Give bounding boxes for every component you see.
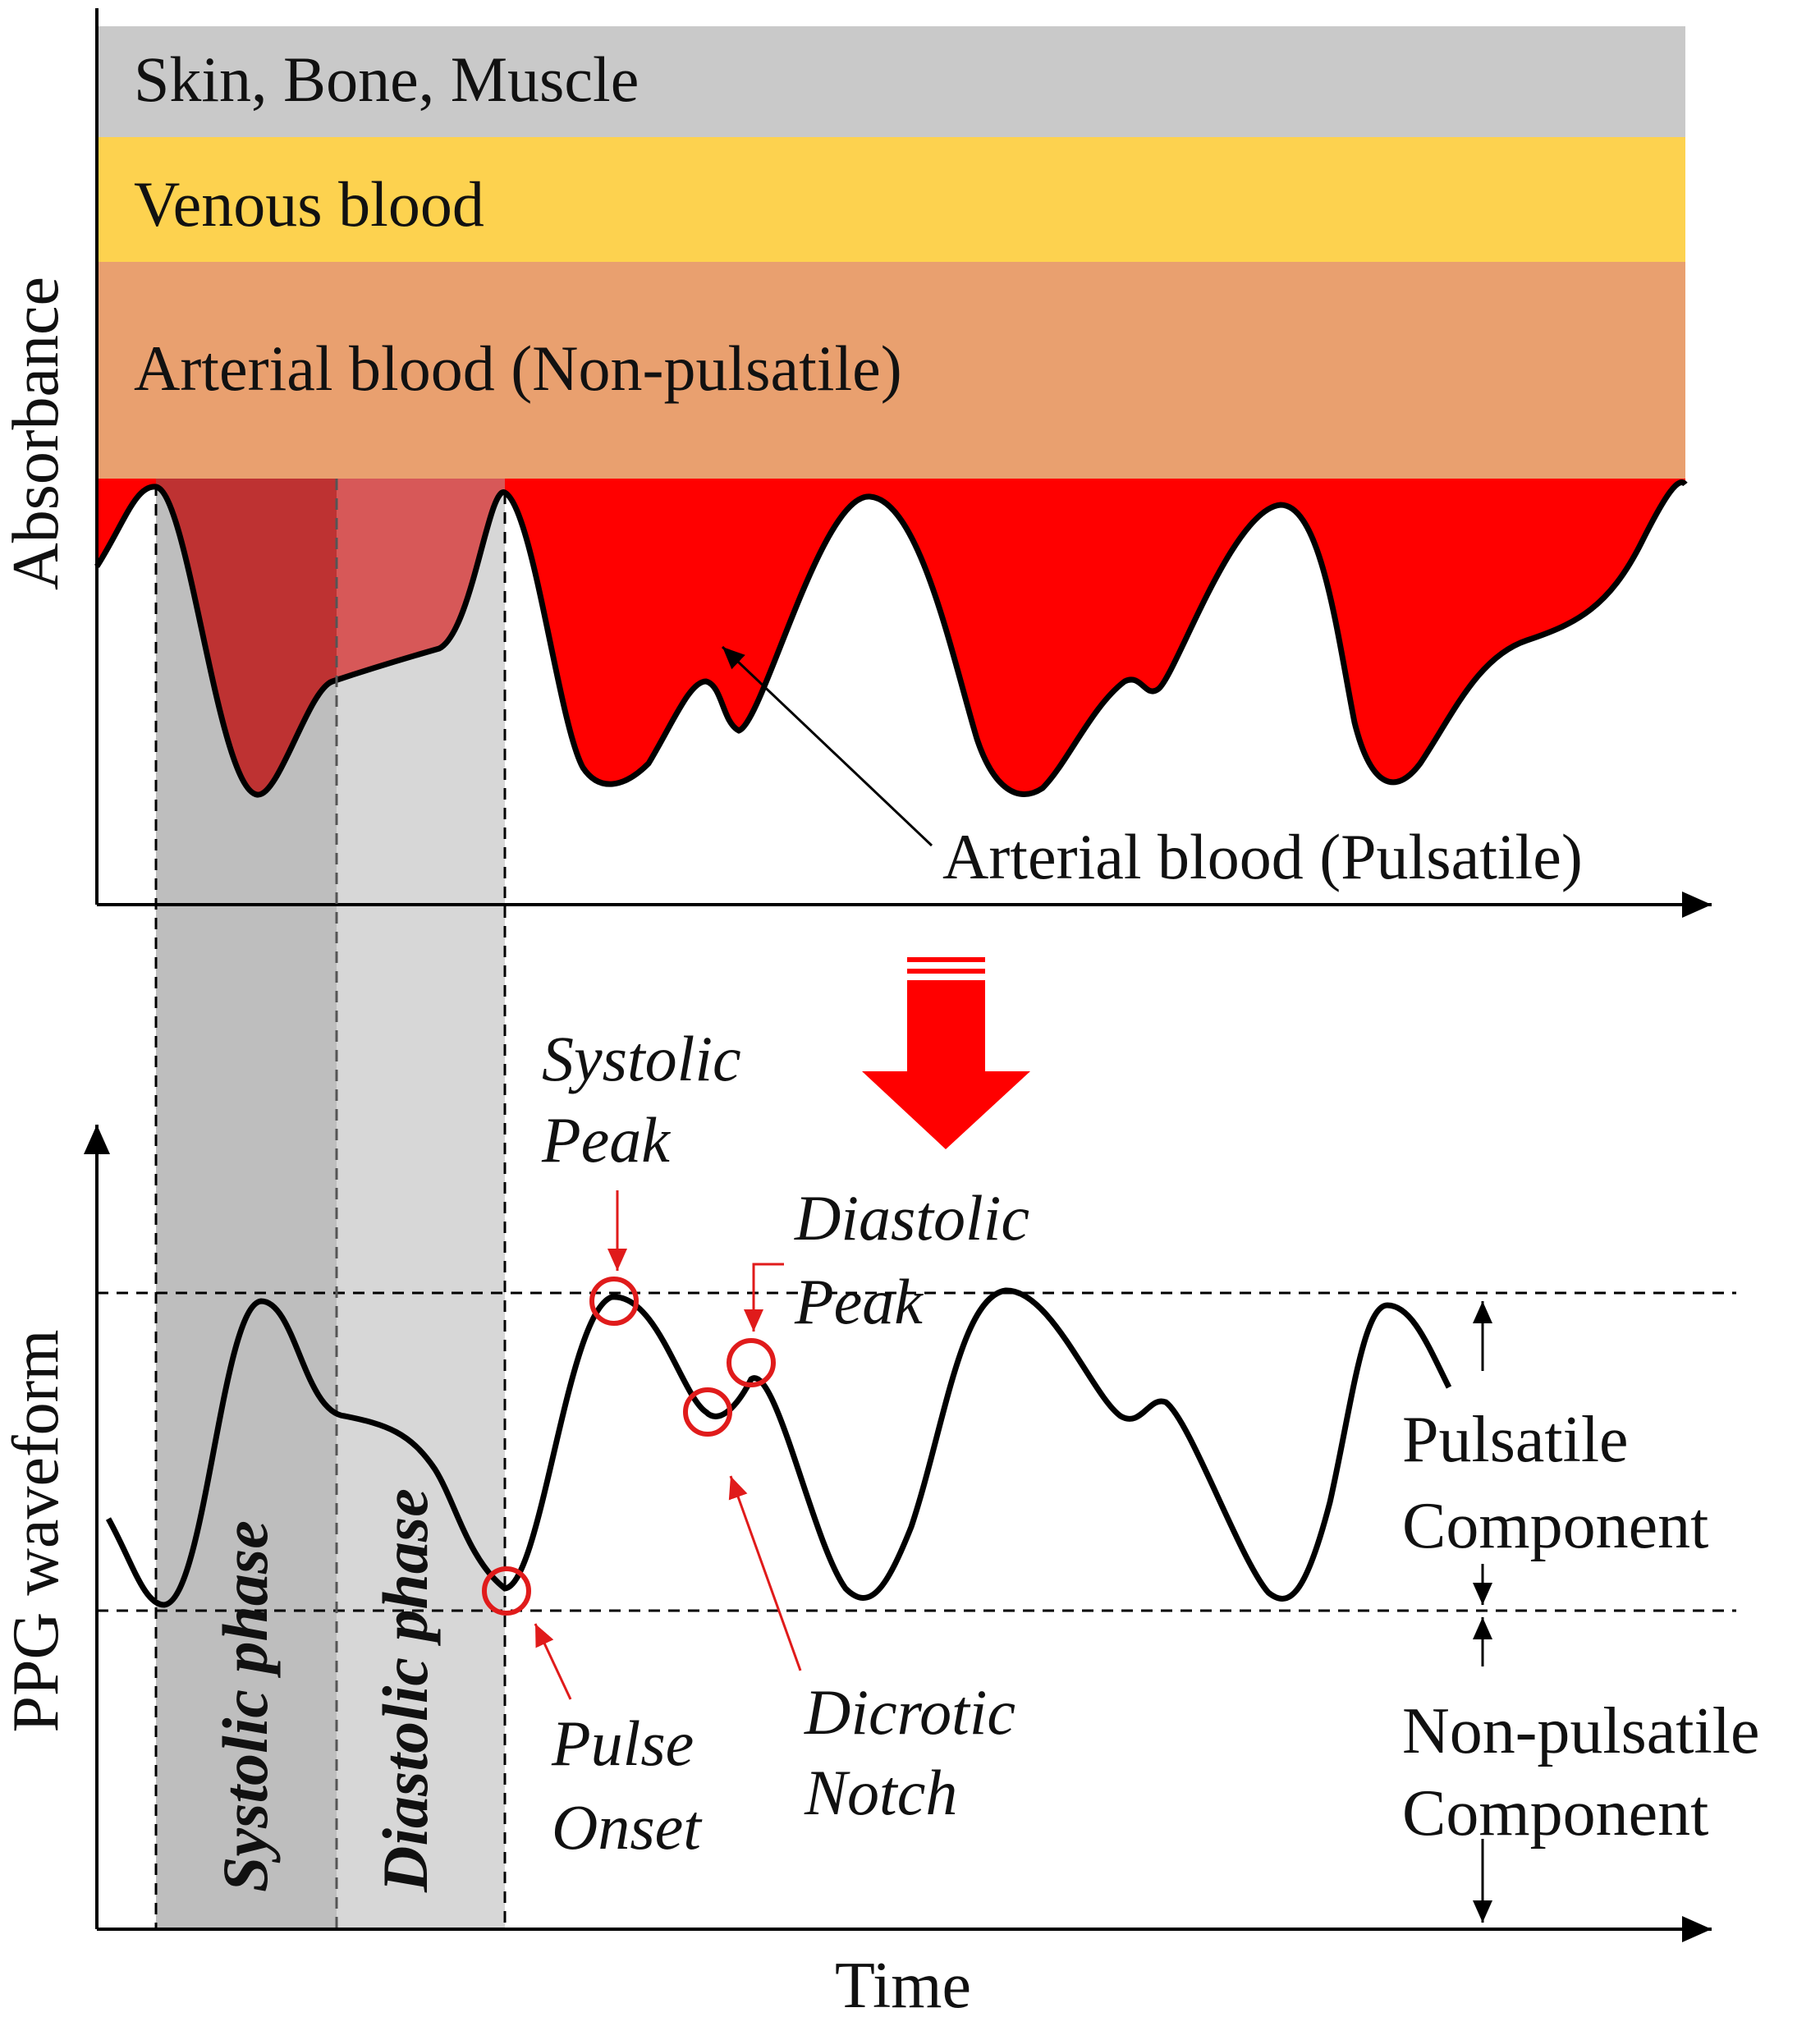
pulse-onset-label-line2: Onset xyxy=(552,1791,703,1863)
dicrotic-notch-marker xyxy=(683,1387,732,1437)
systolic-peak-marker xyxy=(589,1277,639,1326)
dicrotic-notch-label-line2: Notch xyxy=(804,1757,957,1828)
pulse-onset-pointer xyxy=(534,1623,572,1700)
diastolic-phase-shade-top xyxy=(337,479,505,1929)
dicrotic-notch-label-line1: Dicrotic xyxy=(804,1676,1015,1748)
diastolic-peak-label-line1: Diastolic xyxy=(794,1182,1029,1254)
layer-label-venous: Venous blood xyxy=(134,168,484,240)
top-y-axis-label: Absorbance xyxy=(0,277,72,590)
bottom-x-axis-label: Time xyxy=(835,1950,971,2017)
pulsatile-component-line1: Pulsatile xyxy=(1402,1404,1629,1476)
non-pulsatile-component-line2: Component xyxy=(1402,1777,1708,1850)
layer-label-skin: Skin, Bone, Muscle xyxy=(134,44,639,115)
dicrotic-notch-pointer xyxy=(728,1475,802,1671)
ppg-curve xyxy=(105,1287,1452,1608)
layer-label-arterial-np: Arterial blood (Non-pulsatile) xyxy=(134,332,902,404)
layer-venous-blood xyxy=(97,137,1685,262)
layer-arterial-non-pulsatile xyxy=(97,262,1685,479)
systolic-peak-label-line2: Peak xyxy=(541,1104,671,1176)
systolic-phase-label: Systolic phase xyxy=(209,1520,281,1892)
non-pulsatile-component-line1: Non-pulsatile xyxy=(1402,1695,1759,1767)
pulsatile-pointer xyxy=(721,645,933,847)
diastolic-peak-marker xyxy=(727,1338,776,1387)
pulse-onset-label-line1: Pulse xyxy=(551,1708,694,1779)
transform-arrow xyxy=(862,957,1030,1149)
bottom-y-axis-label: PPG waveform xyxy=(0,1329,72,1732)
bottom-panel: Systolic phase Diastolic phase Systolic … xyxy=(0,479,1759,2017)
pulsatile-component-line2: Component xyxy=(1402,1490,1708,1562)
diastolic-phase-label: Diastolic phase xyxy=(369,1488,441,1893)
pulse-onset-marker xyxy=(482,1566,531,1616)
top-panel: Skin, Bone, Muscle Venous blood Arterial… xyxy=(0,8,1712,1929)
pulsatile-label: Arterial blood (Pulsatile) xyxy=(942,821,1583,892)
systolic-peak-label-line1: Systolic xyxy=(542,1023,741,1094)
layer-skin-bone-muscle xyxy=(97,26,1685,137)
diastolic-peak-pointer xyxy=(744,1263,784,1332)
diastolic-peak-label-line2: Peak xyxy=(794,1266,924,1337)
